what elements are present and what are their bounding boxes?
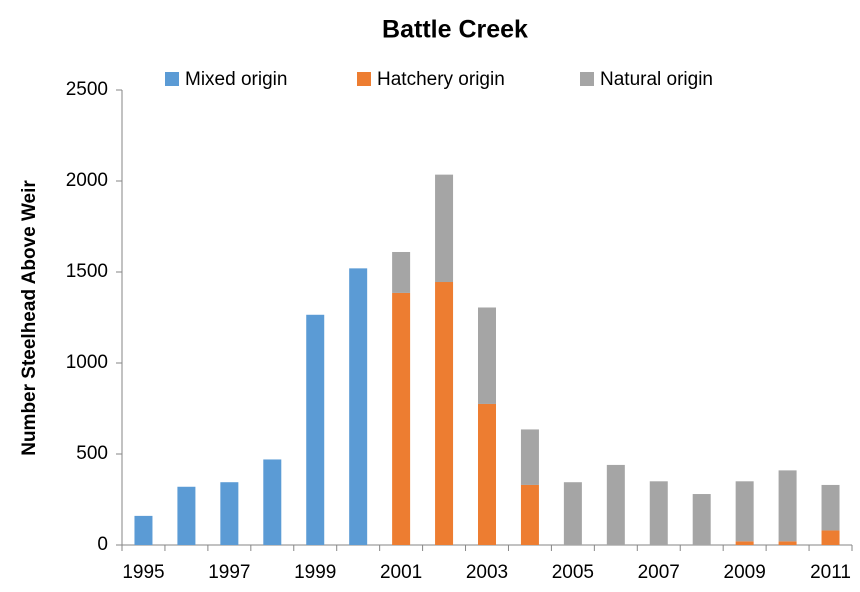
- bar: [306, 314, 325, 545]
- bar: [435, 174, 454, 283]
- y-tick-label: 500: [76, 443, 108, 464]
- bar: [606, 464, 625, 545]
- legend-label: Hatchery origin: [377, 69, 505, 90]
- bar: [392, 251, 411, 293]
- bar: [134, 515, 153, 545]
- bar: [520, 484, 539, 545]
- x-tick-label: 1995: [122, 562, 164, 583]
- y-tick-label: 2000: [66, 170, 108, 191]
- y-tick-label: 2500: [66, 79, 108, 100]
- bar: [821, 530, 840, 545]
- bar: [520, 429, 539, 485]
- legend-swatch: [580, 72, 594, 86]
- x-tick-label: 2001: [380, 562, 422, 583]
- bar: [478, 307, 496, 404]
- bar: [649, 481, 668, 545]
- bar: [692, 494, 711, 545]
- bar: [563, 482, 582, 545]
- x-tick-label: 1997: [208, 562, 250, 583]
- legend-swatch: [357, 72, 371, 86]
- bar: [177, 486, 196, 545]
- legend-swatch: [165, 72, 179, 86]
- bar: [821, 484, 840, 531]
- bar: [778, 470, 797, 542]
- bar: [349, 268, 368, 545]
- y-tick-label: 1500: [66, 261, 108, 282]
- x-tick-label: 2009: [724, 562, 766, 583]
- bar: [392, 292, 411, 545]
- y-tick-label: 0: [97, 534, 108, 555]
- x-tick-label: 2011: [810, 562, 851, 583]
- y-axis-label: Number Steelhead Above Weir: [19, 180, 40, 456]
- x-tick-label: 2003: [466, 562, 508, 583]
- bar: [735, 481, 754, 542]
- bar: [263, 459, 282, 545]
- bar: [478, 403, 496, 545]
- y-tick-label: 1000: [66, 352, 108, 373]
- bar: [778, 541, 797, 545]
- legend-label: Natural origin: [600, 69, 713, 90]
- x-tick-label: 2007: [638, 562, 680, 583]
- x-tick-label: 2005: [552, 562, 594, 583]
- chart-title: Battle Creek: [382, 16, 528, 44]
- bar: [220, 482, 239, 545]
- bar: [435, 282, 454, 545]
- legend-label: Mixed origin: [185, 69, 287, 90]
- x-tick-label: 1999: [294, 562, 336, 583]
- bar: [735, 541, 754, 545]
